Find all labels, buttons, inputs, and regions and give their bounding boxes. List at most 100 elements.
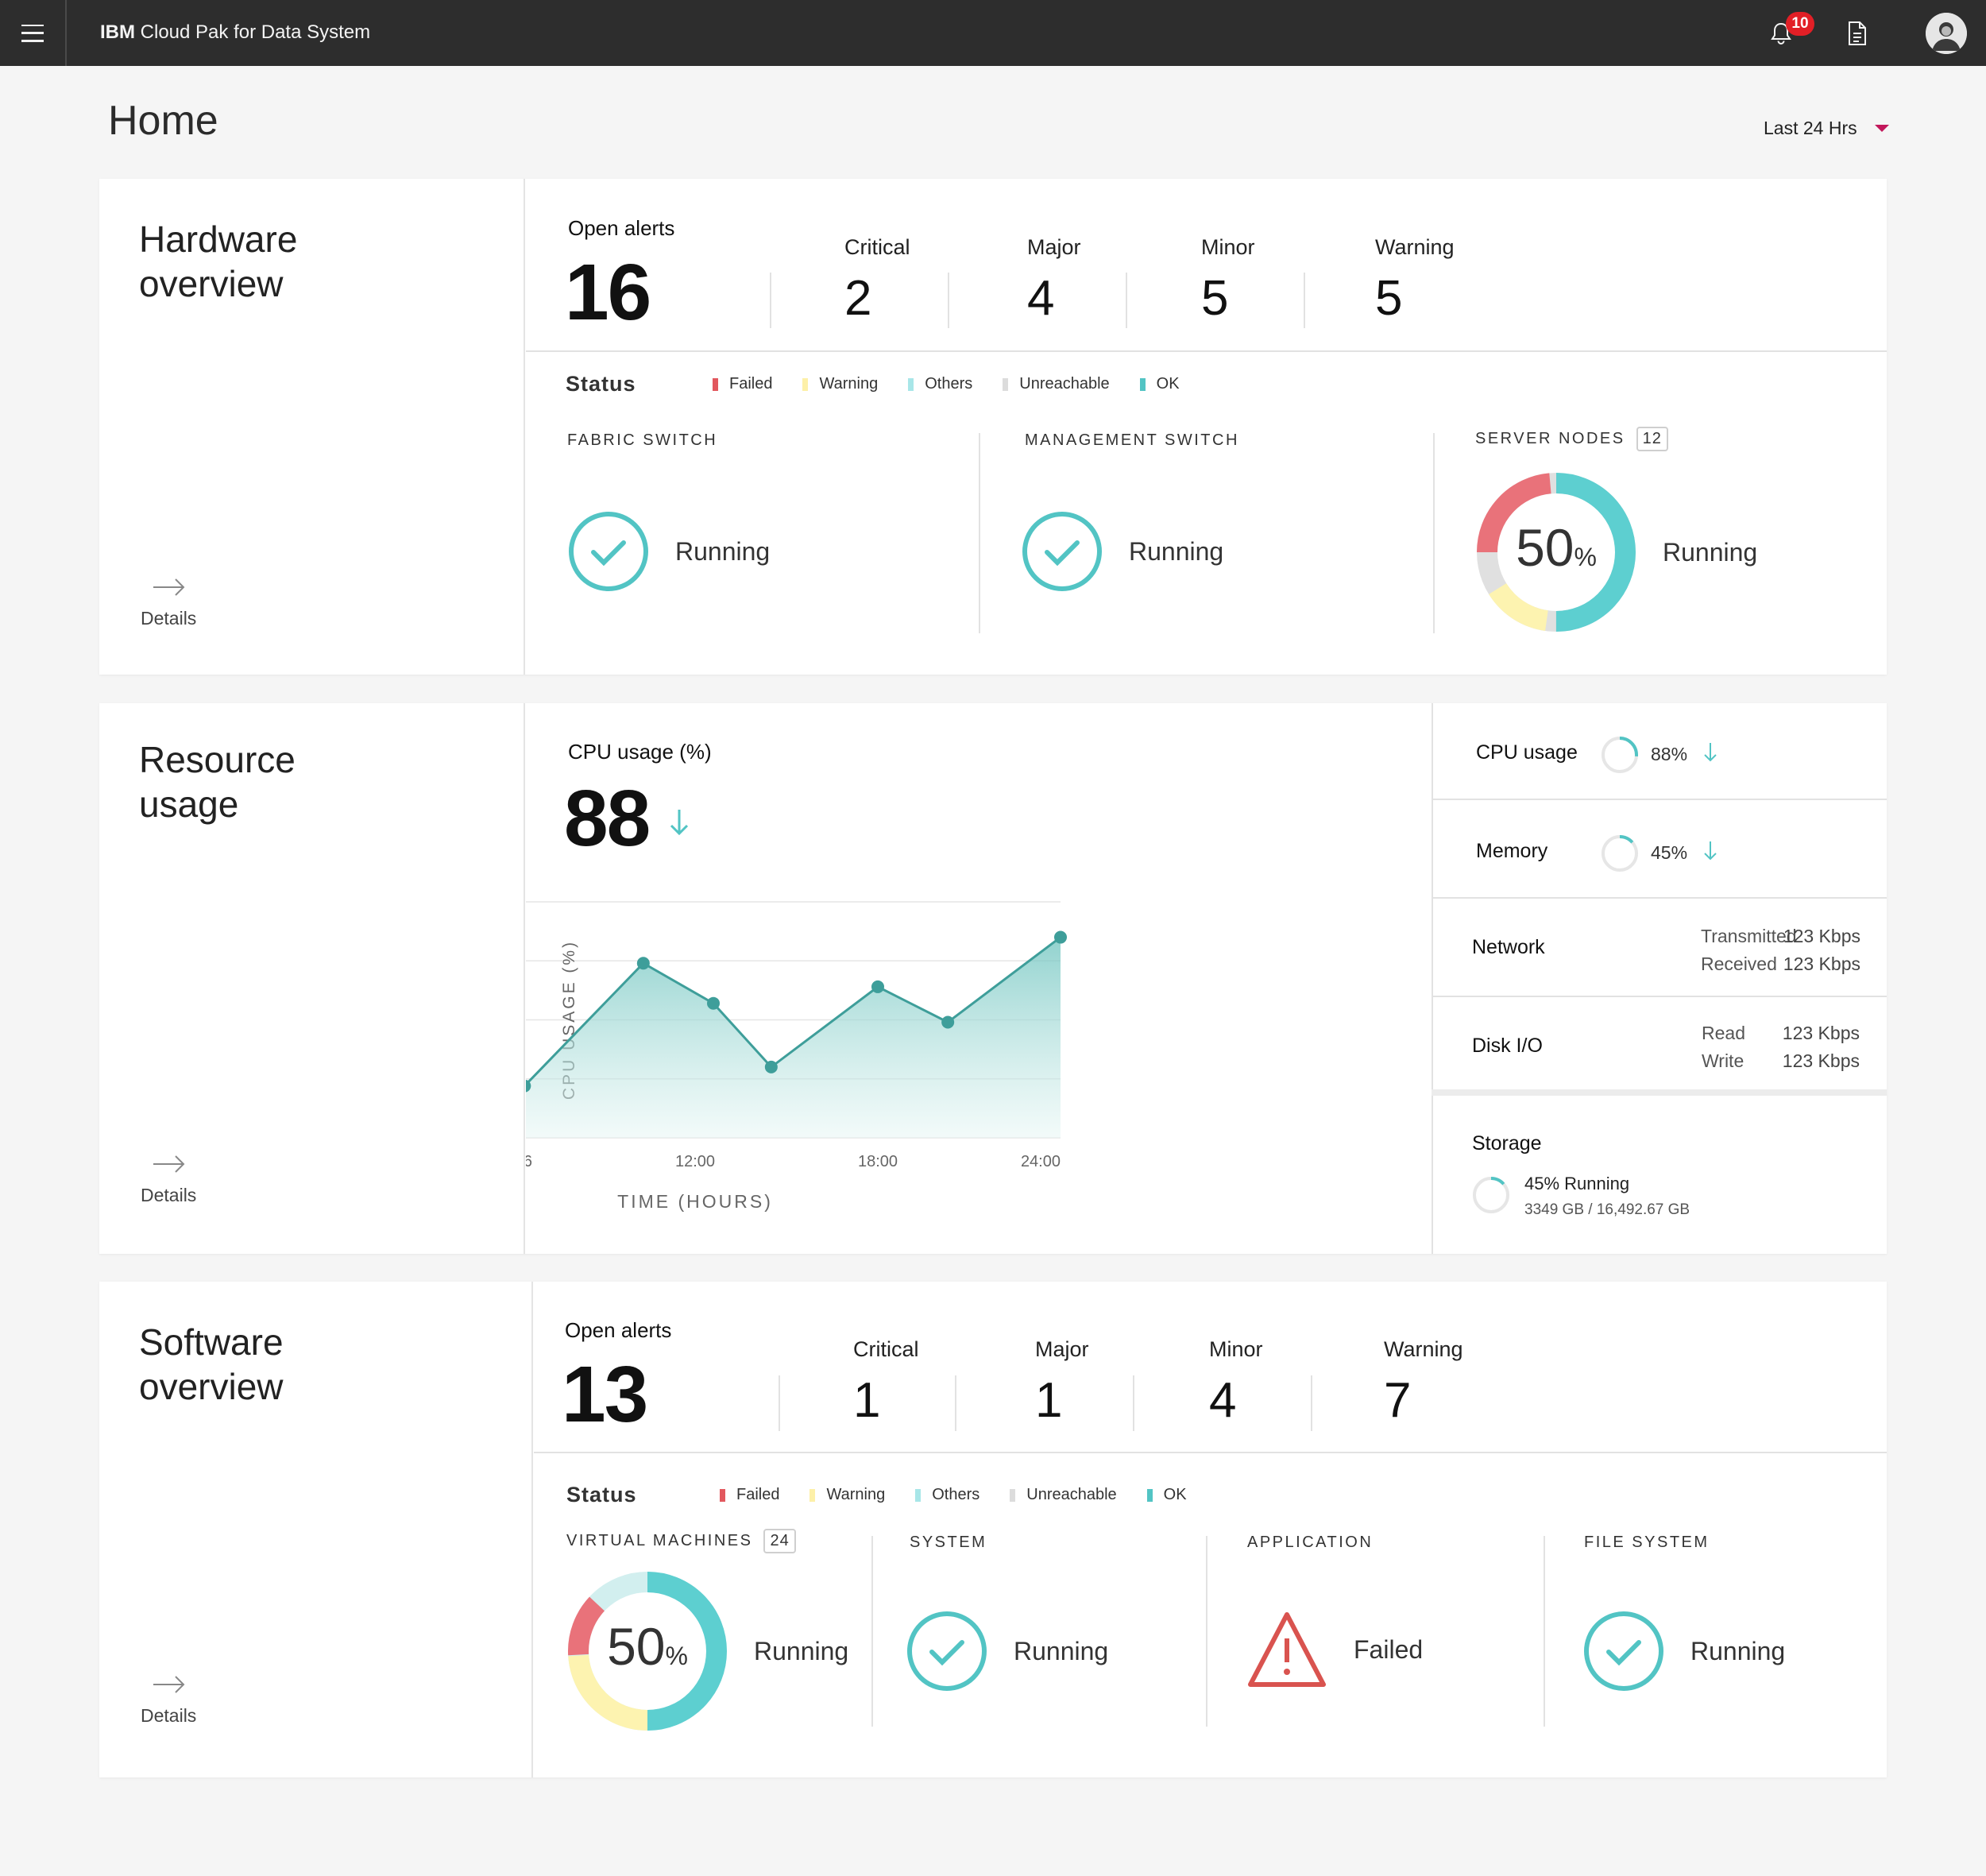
open-alerts-count[interactable]: 13 (562, 1350, 648, 1439)
menu-icon (21, 24, 44, 42)
notifications-button[interactable] (1762, 14, 1800, 52)
resource-title: Resource usage (139, 739, 296, 825)
status-legend: Failed Warning Others Unreachable OK (713, 375, 1210, 393)
arrow-right-icon (153, 578, 185, 596)
memory-usage-ring (1602, 835, 1638, 872)
resource-details-link[interactable]: Details (141, 1155, 196, 1206)
software-overview-panel: Software overview Details Open alerts 13 … (99, 1282, 1887, 1777)
software-title: Software overview (139, 1321, 284, 1407)
hardware-overview-panel: Hardware overview Details Open alerts 16 … (99, 179, 1887, 675)
status-legend: Failed Warning Others Unreachable OK (720, 1486, 1217, 1504)
legend-warning: Warning (809, 1486, 885, 1504)
cpu-data-point (941, 1015, 955, 1029)
ring-fill (1602, 737, 1638, 773)
virtual-machines-percent: 50% (607, 1617, 688, 1676)
arrow-down-icon (670, 810, 689, 836)
check-circle-icon (1584, 1611, 1663, 1691)
notification-count-badge: 10 (1786, 12, 1814, 36)
status-title: Status (566, 372, 636, 396)
legend-unreachable: Unreachable (1010, 1486, 1117, 1504)
arrow-right-icon (153, 1155, 185, 1173)
file-system-title: FILE SYSTEM (1584, 1534, 1710, 1551)
status-title: Status (566, 1483, 637, 1507)
caret-down-icon (1874, 125, 1889, 132)
cpu-data-point (1054, 930, 1067, 944)
software-details-link[interactable]: Details (141, 1675, 196, 1727)
virtual-machines-status[interactable]: 50% Running (566, 1570, 848, 1732)
legend-failed: Failed (713, 375, 772, 393)
x-axis-title: TIME (HOURS) (617, 1191, 773, 1212)
file-system-status[interactable]: Running (1582, 1610, 1785, 1692)
legend-unreachable: Unreachable (1003, 375, 1110, 393)
ring-fill (1602, 835, 1638, 872)
page-title: Home (108, 98, 218, 144)
side-memory-row[interactable]: Memory 45% (1432, 802, 1887, 899)
side-cpu-usage-row[interactable]: CPU usage 88% (1432, 703, 1887, 800)
open-alerts-count[interactable]: 16 (565, 248, 651, 337)
application-status[interactable]: Failed (1246, 1610, 1423, 1689)
legend-warning: Warning (802, 375, 878, 393)
management-switch-title: MANAGEMENT SWITCH (1025, 431, 1239, 449)
time-range-value: Last 24 Hrs (1764, 118, 1857, 138)
system-status[interactable]: Running (906, 1610, 1108, 1692)
notification-bell-icon (1771, 22, 1791, 44)
server-nodes-status[interactable]: 50% Running (1475, 471, 1757, 633)
side-network-row[interactable]: Network Transmitted Received 123 Kbps 123 … (1432, 900, 1887, 997)
fabric-switch-title: FABRIC SWITCH (567, 431, 718, 449)
server-nodes-percent: 50% (1516, 518, 1597, 577)
side-disk-io-row[interactable]: Disk I/O Read Write 123 Kbps 123 Kbps (1432, 999, 1887, 1096)
check-circle-icon (1022, 512, 1102, 591)
virtual-machines-title: VIRTUAL MACHINES 24 (566, 1529, 796, 1553)
document-icon (1849, 21, 1866, 45)
top-navigation-bar: IBM Cloud Pak for Data System 10 (0, 0, 1986, 66)
hardware-side: Hardware overview Details (99, 179, 525, 675)
hardware-title: Hardware overview (139, 219, 298, 304)
legend-ok: OK (1139, 375, 1180, 393)
open-alerts-label: Open alerts (568, 216, 675, 240)
hardware-details-link[interactable]: Details (141, 578, 196, 629)
server-nodes-title: SERVER NODES 12 (1475, 427, 1668, 451)
time-range-dropdown[interactable]: Last 24 Hrs (1764, 118, 1889, 139)
legend-others: Others (908, 375, 972, 393)
server-nodes-donut (1476, 473, 1636, 632)
storage-usage-ring (1473, 1177, 1509, 1213)
x-tick-label: 24:00 (1021, 1153, 1061, 1170)
arrow-down-icon (1704, 841, 1717, 861)
cpu-data-point (636, 957, 650, 970)
cpu-usage-value: 88 (564, 774, 651, 863)
management-switch-status[interactable]: Running (1021, 510, 1223, 593)
cpu-usage-label: CPU usage (%) (568, 740, 712, 764)
application-title: APPLICATION (1247, 1534, 1374, 1551)
arrow-down-icon (1704, 743, 1717, 762)
menu-button[interactable] (0, 0, 67, 66)
cpu-data-point (526, 1079, 531, 1093)
ring-fill (1473, 1177, 1509, 1213)
legend-ok: OK (1146, 1486, 1187, 1504)
fabric-switch-status[interactable]: Running (567, 510, 770, 593)
check-circle-icon (569, 512, 648, 591)
cpu-area (526, 937, 1061, 1138)
cpu-data-point (707, 996, 720, 1010)
warning-triangle-icon (1248, 1612, 1326, 1687)
legend-others: Others (915, 1486, 979, 1504)
open-alerts-label: Open alerts (565, 1318, 672, 1342)
x-tick-label: 12:00 (675, 1153, 715, 1170)
cpu-usage-ring (1602, 737, 1638, 773)
document-button[interactable] (1838, 14, 1876, 52)
arrow-right-icon (153, 1676, 185, 1693)
legend-failed: Failed (720, 1486, 779, 1504)
cpu-usage-chart: 025507510000:0100:0612:0018:0024:00TIME … (526, 901, 1067, 1212)
resource-side: Resource usage Details (99, 703, 525, 1254)
x-tick-label: 00:06 (526, 1153, 532, 1170)
server-nodes-count: 12 (1636, 427, 1668, 451)
cpu-data-point (764, 1060, 778, 1073)
x-tick-label: 18:00 (858, 1153, 898, 1170)
cpu-data-point (871, 980, 884, 993)
user-avatar-icon[interactable] (1926, 13, 1967, 54)
virtual-machines-count: 24 (763, 1529, 796, 1553)
product-name[interactable]: IBM Cloud Pak for Data System (100, 21, 371, 43)
side-storage-row[interactable]: Storage 45% Running 3349 GB / 16,492.67 … (1472, 1132, 1690, 1218)
system-title: SYSTEM (910, 1534, 987, 1551)
check-circle-icon (907, 1611, 987, 1691)
